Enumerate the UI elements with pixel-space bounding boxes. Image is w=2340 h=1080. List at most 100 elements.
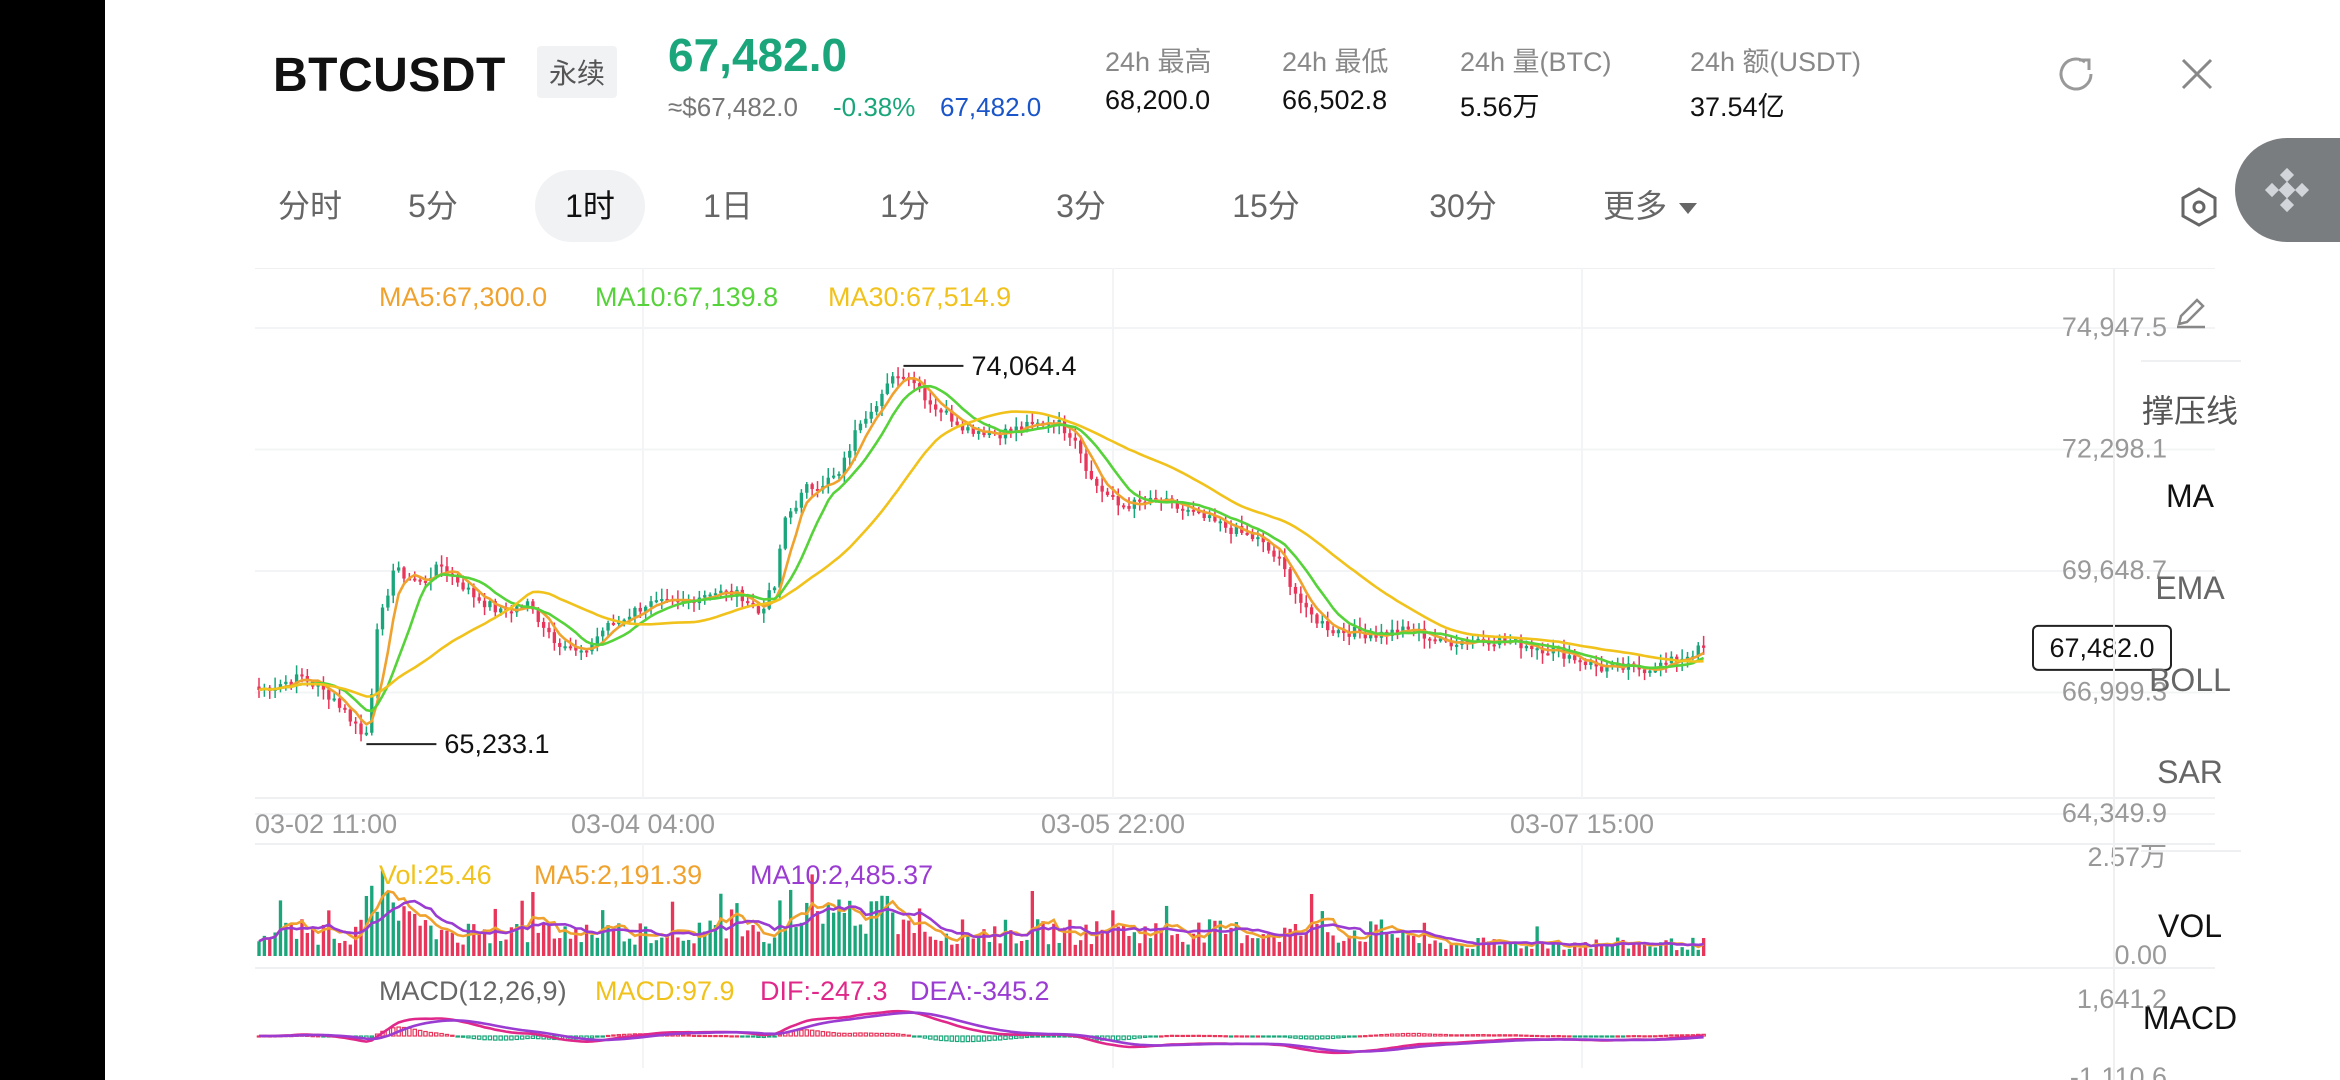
candle-body: [1492, 644, 1496, 647]
symbol-title: BTCUSDT: [273, 49, 506, 102]
macd-bar: [1395, 1033, 1400, 1037]
exchange-logo-icon: [2264, 167, 2310, 213]
indicator-ema[interactable]: EMA: [2155, 570, 2225, 606]
macd-bar: [1132, 1035, 1137, 1040]
candle-body: [1589, 661, 1593, 666]
macd-bar: [1513, 1034, 1518, 1037]
candle-body: [1309, 607, 1314, 615]
pencil-icon[interactable]: [2173, 294, 2209, 330]
candle-body: [380, 607, 385, 630]
chart-canvas[interactable]: 74,947.572,298.169,648.766,999.364,349.9…: [225, 268, 2215, 1080]
candle-body: [746, 601, 750, 604]
candle-body: [1224, 521, 1228, 528]
floating-assistant-button[interactable]: [2235, 138, 2340, 242]
candle-body: [348, 709, 352, 722]
macd-bar: [1352, 1035, 1357, 1038]
volume-bar: [461, 944, 465, 956]
macd-bar: [1325, 1035, 1330, 1040]
close-icon[interactable]: [2175, 52, 2219, 96]
tab-more[interactable]: 更多: [1585, 170, 1715, 242]
macd-bar: [1567, 1035, 1572, 1038]
volume-bar: [1487, 941, 1491, 956]
macd-bar: [1277, 1035, 1282, 1038]
candle-body: [1073, 437, 1077, 441]
volume-bar: [1460, 944, 1464, 956]
candle-body: [778, 548, 782, 588]
indicator-settings-icon[interactable]: [2177, 185, 2221, 229]
candle-body: [1664, 662, 1668, 665]
volume-bar: [1224, 934, 1228, 956]
indicator-support-resistance[interactable]: 撑压线: [2141, 393, 2238, 429]
macd-bar: [1298, 1035, 1304, 1040]
macd-bar: [530, 1035, 536, 1039]
tab-30m[interactable]: 30分: [1429, 188, 1497, 224]
kline-chart[interactable]: 74,947.5 72,298.1 69,648.7 66,999.3 64,349.9…: [225, 268, 2215, 1080]
macd-bar: [772, 1035, 777, 1038]
volume-bar: [831, 912, 836, 956]
macd-bar: [498, 1035, 503, 1041]
legend-ma5: MA5:67,300.0: [379, 282, 548, 312]
volume-bar: [654, 940, 659, 956]
macd-bar: [1336, 1035, 1341, 1039]
candle-body: [1019, 426, 1024, 430]
volume-bar: [864, 933, 868, 956]
volume-bar: [1240, 943, 1244, 956]
tab-1h[interactable]: 1时: [535, 170, 645, 242]
candle-body: [1363, 632, 1367, 639]
tab-5m[interactable]: 5分: [408, 188, 458, 224]
volume-bar: [1664, 940, 1668, 956]
macd-bar: [1158, 1035, 1164, 1038]
indicator-macd[interactable]: MACD: [2142, 1000, 2238, 1036]
macd-bar: [1266, 1035, 1271, 1038]
candle-body: [1438, 638, 1443, 642]
indicator-vol[interactable]: VOL: [2157, 908, 2223, 944]
candle-body: [499, 608, 503, 613]
volume-bar: [939, 940, 943, 956]
macd-bar: [1287, 1035, 1293, 1039]
candle-body: [1213, 515, 1217, 522]
macd-bar: [1282, 1035, 1288, 1038]
indicator-boll[interactable]: BOLL: [2149, 662, 2231, 698]
macd-bar: [691, 1034, 697, 1037]
macd-bar: [1175, 1034, 1180, 1038]
volume-bar: [1041, 921, 1045, 956]
volume-bar: [402, 906, 406, 956]
volume-bar: [1680, 947, 1684, 956]
macd-bar: [885, 1032, 890, 1037]
candle-body: [649, 601, 653, 607]
stat-value: 68,200.0: [1105, 85, 1211, 115]
stat-value: 37.54亿: [1690, 92, 1785, 122]
stat-24h-turnover: 24h 额(USDT) 37.54亿: [1690, 40, 1861, 124]
tab-timeline[interactable]: 分时: [277, 188, 342, 224]
volume-bar: [445, 930, 449, 956]
candle-body: [955, 421, 959, 425]
indicator-ma[interactable]: MA: [2166, 478, 2214, 514]
macd-bar: [1169, 1034, 1175, 1037]
refresh-icon[interactable]: [2055, 52, 2099, 96]
macd-bar: [723, 1035, 729, 1038]
volume-bar: [590, 934, 594, 956]
tab-1m[interactable]: 1分: [880, 188, 930, 224]
tab-3m[interactable]: 3分: [1056, 188, 1106, 224]
tab-15m[interactable]: 15分: [1232, 188, 1300, 224]
candle-body: [1272, 550, 1276, 557]
macd-bar: [804, 1029, 810, 1037]
volume-bar: [729, 909, 734, 956]
volume-bar: [1626, 948, 1631, 956]
macd-bar: [1497, 1034, 1502, 1037]
volume-bar: [311, 927, 315, 956]
volume-bar: [1073, 944, 1077, 956]
indicator-sar[interactable]: SAR: [2157, 754, 2223, 790]
macd-bar: [895, 1033, 901, 1037]
candle-body: [289, 681, 293, 685]
macd-bar: [1491, 1034, 1497, 1037]
candle-body: [934, 404, 938, 410]
macd-bar: [997, 1035, 1003, 1041]
candle-body: [633, 607, 637, 617]
candle-body: [783, 517, 787, 549]
tab-1d[interactable]: 1日: [703, 188, 753, 224]
macd-bar: [1454, 1034, 1459, 1037]
volume-bar: [499, 940, 503, 956]
volume-bar: [1417, 943, 1421, 956]
volume-bar: [1261, 934, 1265, 956]
